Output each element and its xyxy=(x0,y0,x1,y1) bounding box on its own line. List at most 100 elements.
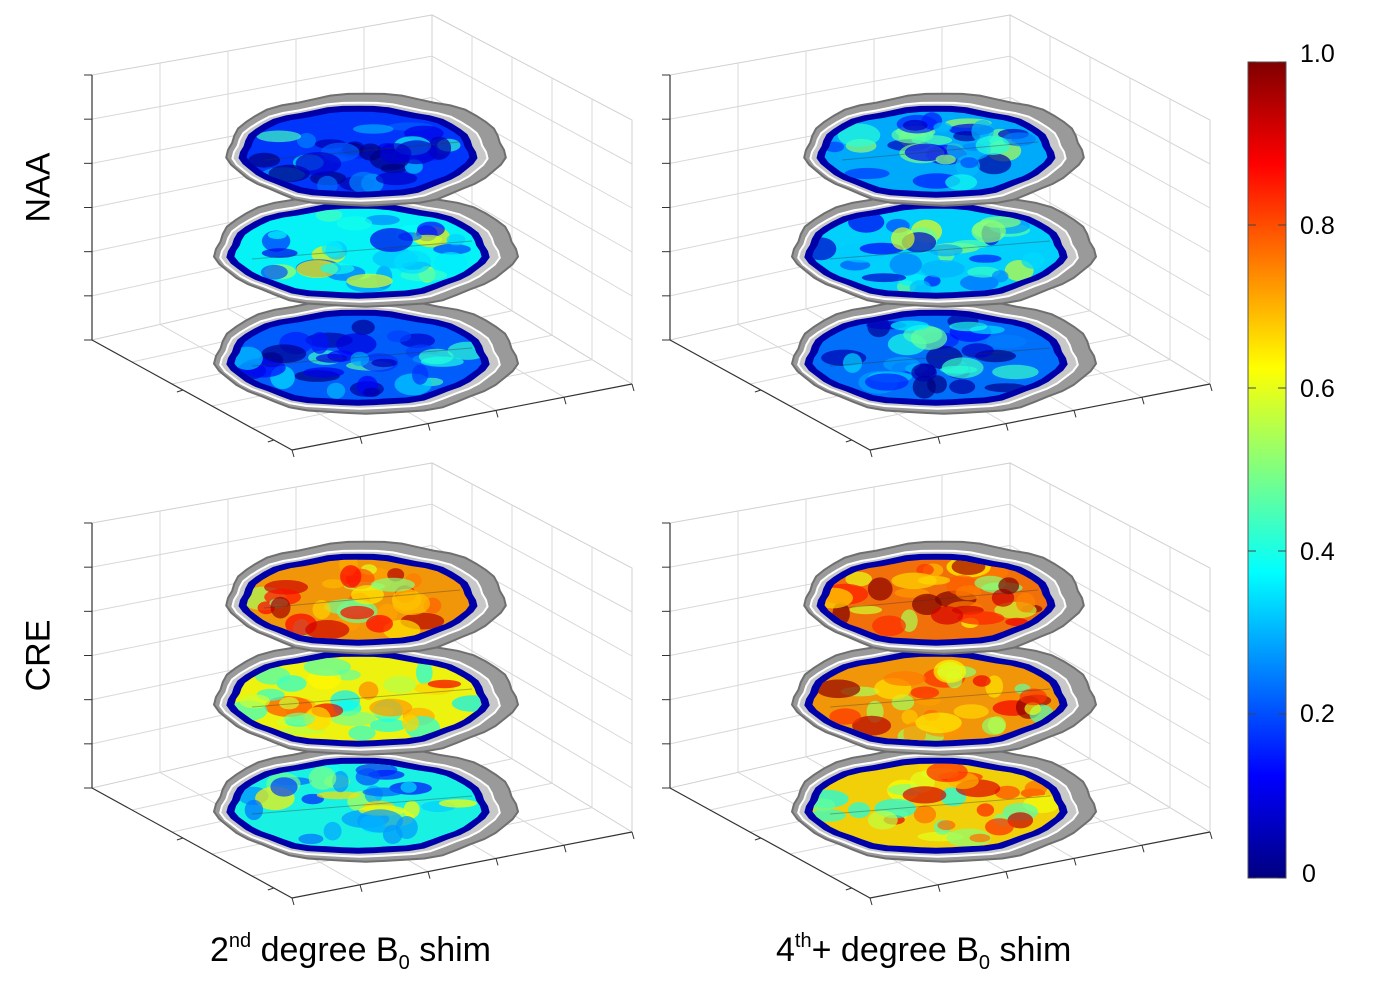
map-blob xyxy=(912,375,936,399)
gridline xyxy=(1009,503,1211,613)
map-blob xyxy=(957,611,1005,625)
map-blob xyxy=(911,135,953,146)
brain-slice xyxy=(790,637,1098,756)
map-blob xyxy=(891,227,915,250)
map-blob xyxy=(960,274,999,292)
y-tick xyxy=(1005,423,1009,431)
map-blob xyxy=(969,254,1002,263)
map-blob xyxy=(335,333,377,356)
map-blob xyxy=(392,591,431,616)
map-blob xyxy=(852,715,892,736)
col-right-post: shim xyxy=(990,931,1072,969)
col-left-sup: nd xyxy=(228,930,252,952)
brain-slice xyxy=(803,92,1085,207)
map-blob xyxy=(960,157,979,169)
map-blob xyxy=(946,828,992,847)
map-blob xyxy=(305,620,350,640)
map-blob xyxy=(969,833,991,843)
gridline xyxy=(1009,179,1211,297)
map-blob xyxy=(883,356,920,372)
map-blob xyxy=(312,600,331,620)
map-blob xyxy=(949,321,988,332)
brain-slice xyxy=(212,189,520,308)
y-tick xyxy=(291,449,295,458)
map-blob xyxy=(1021,252,1046,269)
map-blob xyxy=(915,712,962,734)
midline xyxy=(829,347,1051,367)
x-tick xyxy=(754,389,762,393)
col-left-pre: 2 xyxy=(210,931,229,969)
map-blob xyxy=(904,143,948,162)
map-blob xyxy=(369,698,413,717)
map-blob xyxy=(843,353,862,373)
map-blob xyxy=(283,712,316,726)
y-tick xyxy=(1141,397,1145,405)
map-blob xyxy=(929,244,963,257)
map-blob xyxy=(351,585,384,605)
map-blob xyxy=(297,133,316,149)
brain-slice xyxy=(212,637,520,756)
col-left-mid: degree B xyxy=(251,931,399,969)
panel-naa-4th xyxy=(662,14,1213,458)
map-blob xyxy=(940,365,978,374)
midline xyxy=(251,347,473,367)
row-label-cre: CRE xyxy=(19,619,58,692)
map-blob xyxy=(1024,702,1042,715)
map-blob xyxy=(935,154,956,165)
x-tick xyxy=(754,837,762,841)
y-tick xyxy=(1005,871,1009,879)
gridline xyxy=(91,55,433,120)
gridline xyxy=(431,503,633,613)
map-blob xyxy=(901,709,918,725)
map-blob xyxy=(992,364,1039,380)
map-blob xyxy=(346,273,393,288)
map-blob xyxy=(270,777,298,797)
map-blob xyxy=(849,605,883,615)
map-blob xyxy=(370,577,415,592)
colorbar-tick-label: 0 xyxy=(1302,860,1316,888)
y-tick xyxy=(495,410,499,418)
x-tick xyxy=(176,389,184,393)
map-blob xyxy=(865,373,909,391)
map-blob xyxy=(416,660,433,685)
y-tick xyxy=(631,383,635,392)
map-blob xyxy=(310,331,329,354)
brain-slice xyxy=(212,296,520,415)
map-blob xyxy=(316,791,361,800)
map-blob xyxy=(975,135,1010,155)
y-tick xyxy=(495,858,499,866)
map-blob xyxy=(987,716,1006,735)
map-blob xyxy=(991,270,1009,283)
map-blob xyxy=(303,367,345,378)
midline xyxy=(263,589,461,609)
map-blob xyxy=(986,334,1027,349)
map-blobs xyxy=(816,659,1054,741)
brain-slice xyxy=(225,540,507,655)
map-blob xyxy=(872,615,906,637)
brain-slice xyxy=(790,744,1098,863)
col-right-sub: 0 xyxy=(978,952,991,974)
x-axis xyxy=(669,787,871,899)
map-blob xyxy=(323,821,342,841)
col-right-sup: th xyxy=(794,930,812,952)
map-blob xyxy=(867,577,893,601)
map-blob xyxy=(349,171,378,192)
gridline xyxy=(669,503,1011,568)
map-blob xyxy=(1019,688,1047,706)
map-blob xyxy=(933,122,952,133)
map-blob xyxy=(955,585,982,601)
midline xyxy=(829,240,1051,260)
map-blob xyxy=(298,833,324,845)
map-blob xyxy=(976,153,1012,175)
map-blob xyxy=(433,252,468,275)
map-blob xyxy=(890,320,929,331)
map-blob xyxy=(239,694,270,709)
row-label-naa: NAA xyxy=(19,152,58,223)
map-blob xyxy=(348,725,376,741)
gridline xyxy=(431,627,633,745)
gridline xyxy=(91,503,433,568)
x-tick xyxy=(176,837,184,841)
map-blob xyxy=(401,714,420,732)
map-blob xyxy=(234,346,263,370)
map-blob xyxy=(909,280,932,293)
